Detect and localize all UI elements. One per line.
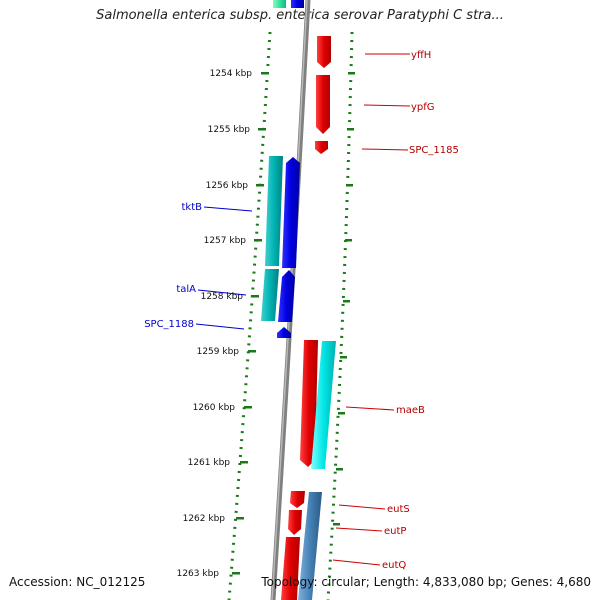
gene-labels: yffH ypfG SPC_1185 tktB talA SPC_1188 ma… xyxy=(144,50,459,571)
tick-mark xyxy=(251,295,259,298)
tick-label: 1263 kbp xyxy=(177,569,220,579)
tick-mark xyxy=(348,72,355,75)
gene-label-SPC_1188: SPC_1188 xyxy=(144,319,194,330)
cds-tktB-teal xyxy=(265,156,283,266)
tick-labels: 1254 kbp 1255 kbp 1256 kbp 1257 kbp 1258… xyxy=(177,69,253,579)
gene-eutQ-arrow xyxy=(281,537,300,600)
gene-eutP-arrow xyxy=(288,510,302,535)
cds-talA-teal xyxy=(261,269,279,321)
tick-mark xyxy=(232,572,240,575)
gene-label-SPC_1185: SPC_1185 xyxy=(409,145,459,156)
gene-talA-arrow xyxy=(278,270,295,322)
tick-mark xyxy=(347,128,354,131)
tick-mark xyxy=(346,184,353,187)
gene-label-ypfG: ypfG xyxy=(411,102,435,113)
tick-label: 1260 kbp xyxy=(193,403,236,413)
tick-mark xyxy=(340,356,347,359)
tick-label: 1258 kbp xyxy=(201,292,244,302)
tick-label: 1261 kbp xyxy=(188,458,231,468)
gene-label-eutS: eutS xyxy=(387,504,410,515)
gene-SPC_1185-arrow xyxy=(315,141,328,154)
gene-label-tktB: tktB xyxy=(182,202,203,213)
tick-mark xyxy=(244,406,252,409)
gene-yffH-arrow xyxy=(317,36,331,68)
accession-text: Accession: NC_012125 xyxy=(9,575,146,589)
gene-eutS-arrow xyxy=(290,491,305,508)
tick-mark xyxy=(236,517,244,520)
tick-mark xyxy=(333,523,340,526)
gene-label-yffH: yffH xyxy=(411,50,431,61)
gene-features xyxy=(261,0,336,600)
gene-tktB-arrow xyxy=(282,157,300,268)
tick-mark xyxy=(338,412,345,415)
cds-maeB-cyan xyxy=(311,341,336,469)
gene-SPC_1188-arrow xyxy=(277,327,291,338)
gene-label-talA: talA xyxy=(176,284,196,295)
topology-text: Topology: circular; Length: 4,833,080 bp… xyxy=(261,575,591,589)
tick-label: 1262 kbp xyxy=(183,514,226,524)
gene-maeB-arrow xyxy=(300,340,318,467)
tick-mark xyxy=(261,72,269,75)
tick-mark xyxy=(254,239,262,242)
cds-green-top xyxy=(273,0,286,8)
tick-mark xyxy=(258,128,266,131)
tick-mark xyxy=(336,468,343,471)
map-title: Salmonella enterica subsp. enterica sero… xyxy=(96,8,504,23)
right-guide-line xyxy=(326,31,354,600)
cds-eut-steel xyxy=(298,492,322,600)
tick-mark xyxy=(248,350,256,353)
major-ticks xyxy=(232,72,355,575)
gene-label-eutQ: eutQ xyxy=(382,560,406,571)
tick-mark xyxy=(256,184,264,187)
tick-label: 1254 kbp xyxy=(210,69,253,79)
gene-label-maeB: maeB xyxy=(396,405,425,416)
tick-label: 1259 kbp xyxy=(197,347,240,357)
gene-blue-top xyxy=(291,0,304,8)
gene-label-lines xyxy=(195,53,411,566)
tick-label: 1257 kbp xyxy=(204,236,247,246)
tick-mark xyxy=(240,461,248,464)
gene-label-eutP: eutP xyxy=(384,526,406,537)
tick-label: 1256 kbp xyxy=(206,181,249,191)
tick-mark xyxy=(345,239,352,242)
tick-label: 1255 kbp xyxy=(208,125,251,135)
gene-ypfG-arrow xyxy=(316,75,330,134)
tick-mark xyxy=(343,300,350,303)
